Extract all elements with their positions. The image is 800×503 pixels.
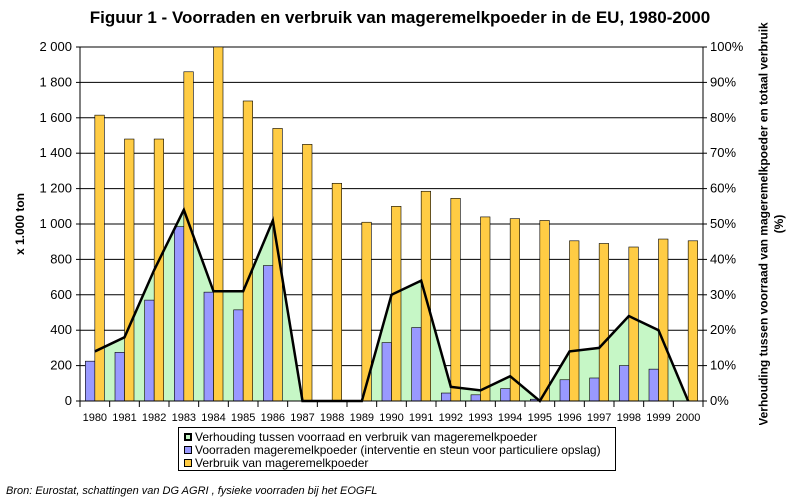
chart-canvas: 0 0% 200 10% 400 20% 600 30% 800 40% 1 000 50% 1 200… bbox=[13, 22, 786, 425]
y2-tick-label: 70% bbox=[710, 145, 736, 160]
x-tick-label: 1991 bbox=[409, 412, 433, 424]
ratio-line bbox=[94, 206, 690, 403]
y2-tick-label: 20% bbox=[710, 322, 736, 337]
y-tick-label: 1 000 bbox=[39, 216, 72, 231]
y2-tick-label: 60% bbox=[710, 181, 736, 196]
x-tick-label: 1996 bbox=[557, 412, 581, 424]
bar-layer bbox=[85, 46, 698, 402]
legend-swatch-stocks bbox=[184, 446, 192, 454]
consumption-bar bbox=[509, 218, 520, 402]
legend: Verhouding tussen voorraad en verbruik v… bbox=[178, 427, 616, 471]
y2-tick-label: 100% bbox=[710, 39, 744, 54]
x-tick-label: 1981 bbox=[112, 412, 136, 424]
stock-bar bbox=[114, 352, 125, 402]
stock-bar bbox=[500, 388, 511, 402]
x-tick-label: 1994 bbox=[498, 412, 522, 424]
consumption-bar bbox=[153, 138, 164, 402]
legend-swatch-consumption bbox=[184, 459, 192, 467]
consumption-bar bbox=[183, 71, 194, 402]
consumption-bar bbox=[480, 216, 491, 402]
legend-swatch-ratio bbox=[184, 433, 192, 441]
x-tick-label: 1993 bbox=[468, 412, 492, 424]
stock-bar bbox=[648, 368, 659, 402]
consumption-bar bbox=[331, 182, 342, 402]
consumption-bar bbox=[539, 220, 550, 402]
stock-bar bbox=[470, 394, 481, 402]
stock-bar bbox=[381, 342, 392, 402]
stock-bar bbox=[144, 299, 155, 402]
x-tick-label: 1980 bbox=[83, 412, 107, 424]
axis-layer bbox=[76, 46, 707, 407]
x-tick-label: 1988 bbox=[320, 412, 344, 424]
stock-bar bbox=[411, 327, 422, 402]
y2-tick-label: 50% bbox=[710, 216, 736, 231]
y-tick-label: 800 bbox=[50, 251, 72, 266]
x-tick-label: 1990 bbox=[379, 412, 403, 424]
stock-bar bbox=[589, 377, 600, 402]
y2-tick-label: 80% bbox=[710, 110, 736, 125]
x-tick-label: 1992 bbox=[439, 412, 463, 424]
x-tick-label: 1984 bbox=[201, 412, 225, 424]
y-tick-label: 1 400 bbox=[39, 145, 72, 160]
x-tick-label: 1987 bbox=[290, 412, 314, 424]
y2-axis-title: Verhouding tussen voorraad van mageremel… bbox=[757, 22, 787, 425]
stock-bar bbox=[203, 291, 214, 402]
chart-title: Figuur 1 - Voorraden en verbruik van mag… bbox=[89, 8, 711, 27]
x-tick-label: 2000 bbox=[676, 412, 700, 424]
y2-tick-label: 90% bbox=[710, 74, 736, 89]
legend-label-stocks: Voorraden mageremelkpoeder (interventie … bbox=[195, 443, 601, 457]
consumption-bar bbox=[598, 243, 609, 402]
tick-label-layer: 0 0% 200 10% 400 20% 600 30% 800 40% 1 000 50% 1 200… bbox=[13, 22, 786, 425]
y-tick-label: 1 800 bbox=[39, 74, 72, 89]
stock-bar bbox=[233, 309, 244, 402]
legend-item-stocks: Voorraden mageremelkpoeder (interventie … bbox=[184, 443, 601, 457]
y-axis-title: x 1.000 ton bbox=[13, 193, 27, 255]
consumption-bar bbox=[687, 240, 698, 402]
x-tick-label: 1999 bbox=[646, 412, 670, 424]
x-tick-label: 1998 bbox=[617, 412, 641, 424]
stock-bar bbox=[559, 379, 570, 402]
y-tick-label: 0 bbox=[65, 393, 72, 408]
y2-tick-label: 40% bbox=[710, 251, 736, 266]
consumption-bar bbox=[450, 198, 461, 402]
y-tick-label: 400 bbox=[50, 322, 72, 337]
x-tick-label: 1983 bbox=[172, 412, 196, 424]
y-tick-label: 600 bbox=[50, 287, 72, 302]
stock-bar bbox=[85, 360, 96, 402]
legend-item-consumption: Verbruik van mageremelkpoeder bbox=[184, 456, 368, 470]
x-tick-label: 1982 bbox=[142, 412, 166, 424]
source-note: Bron: Eurostat, schattingen van DG AGRI … bbox=[6, 485, 378, 497]
y-tick-label: 1 200 bbox=[39, 181, 72, 196]
consumption-bar bbox=[391, 206, 402, 402]
x-tick-label: 1997 bbox=[587, 412, 611, 424]
consumption-bar bbox=[302, 144, 313, 402]
stock-bar bbox=[441, 392, 452, 402]
legend-item-ratio: Verhouding tussen voorraad en verbruik v… bbox=[184, 430, 537, 444]
y2-tick-label: 0% bbox=[710, 393, 729, 408]
consumption-bar bbox=[94, 114, 105, 402]
consumption-bar bbox=[242, 100, 253, 402]
y-tick-label: 200 bbox=[50, 358, 72, 373]
consumption-bar bbox=[124, 138, 135, 402]
stock-bar bbox=[263, 265, 274, 402]
stock-bar bbox=[619, 365, 630, 402]
stock-bar bbox=[174, 226, 185, 402]
y2-tick-label: 10% bbox=[710, 358, 736, 373]
consumption-bar bbox=[569, 240, 580, 402]
ratio-line-layer bbox=[94, 206, 690, 403]
consumption-bar bbox=[628, 246, 639, 402]
x-tick-label: 1985 bbox=[231, 412, 255, 424]
x-tick-label: 1989 bbox=[350, 412, 374, 424]
legend-label-ratio: Verhouding tussen voorraad en verbruik v… bbox=[195, 430, 538, 444]
consumption-bar bbox=[658, 238, 669, 402]
consumption-bar bbox=[213, 46, 224, 402]
x-tick-label: 1986 bbox=[261, 412, 285, 424]
y-tick-label: 1 600 bbox=[39, 110, 72, 125]
y-tick-label: 2 000 bbox=[39, 39, 72, 54]
x-tick-label: 1995 bbox=[528, 412, 552, 424]
legend-label-consumption: Verbruik van mageremelkpoeder bbox=[195, 456, 369, 470]
y2-tick-label: 30% bbox=[710, 287, 736, 302]
